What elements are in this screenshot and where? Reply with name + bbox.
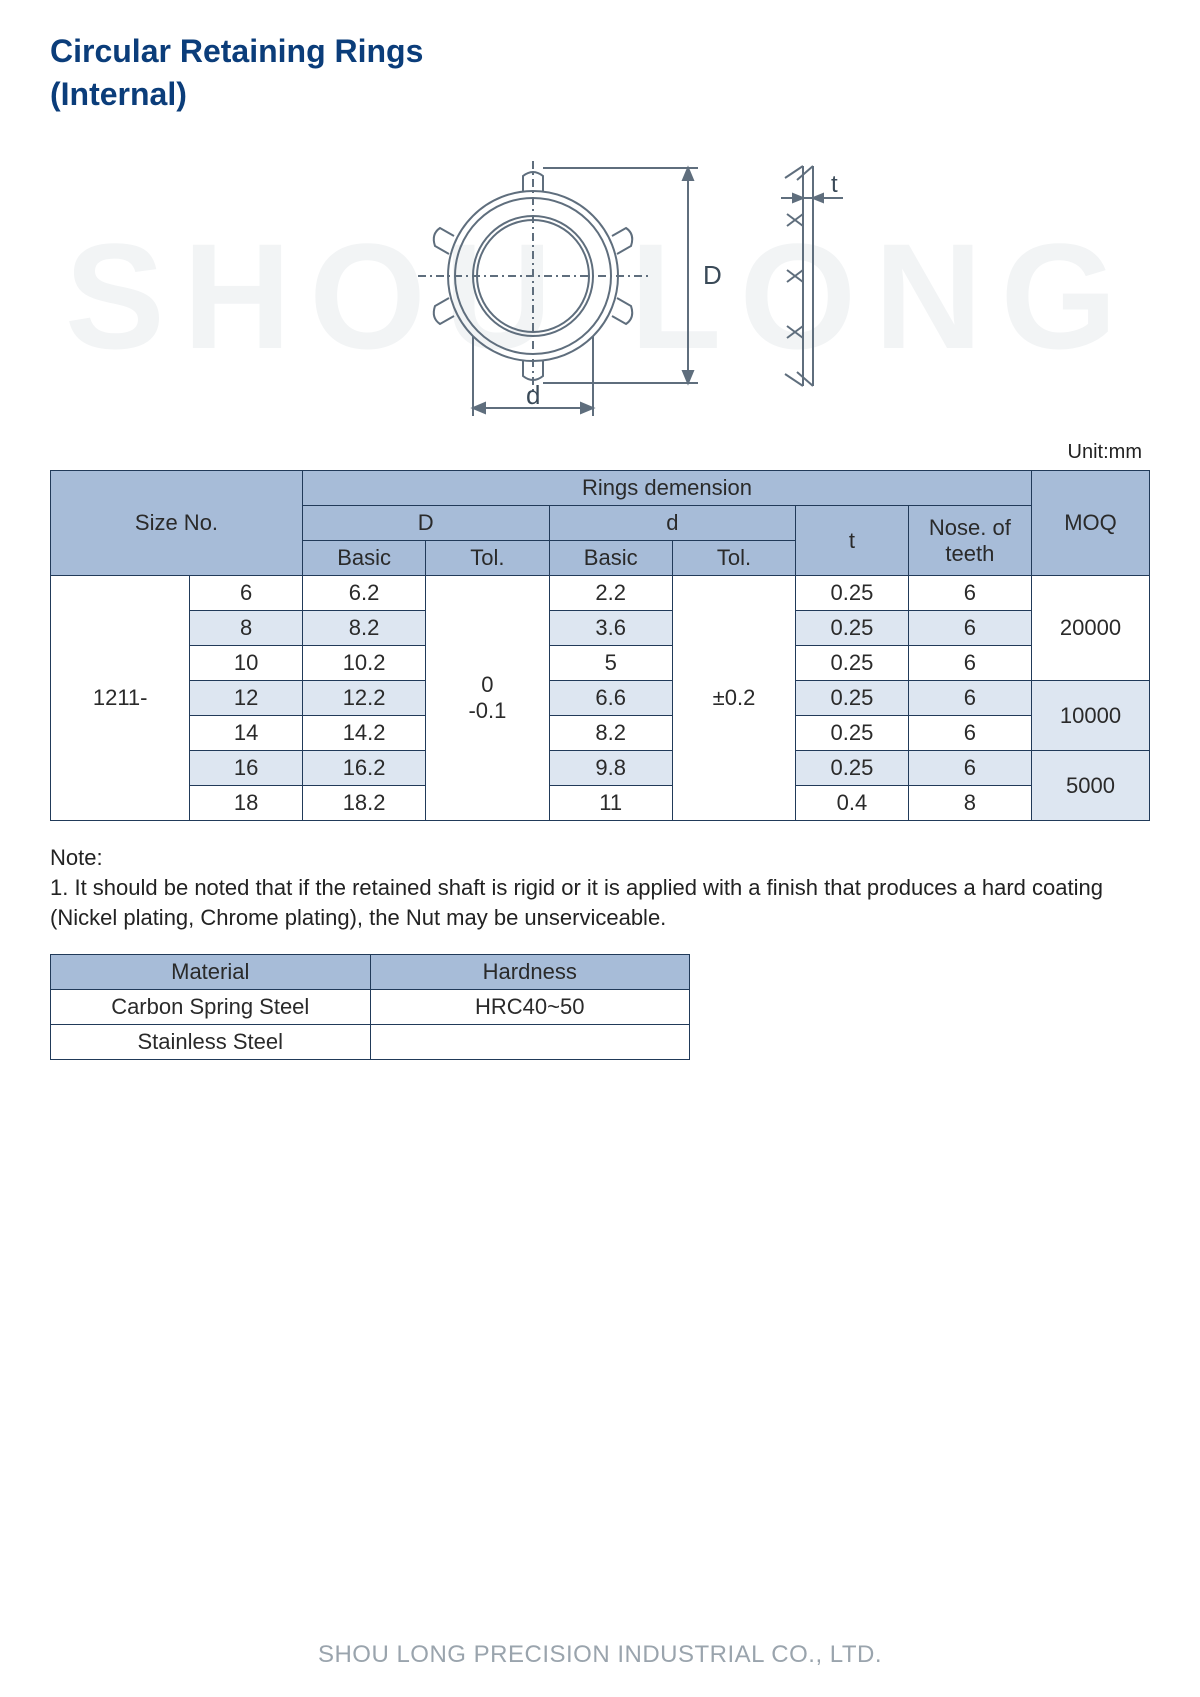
cell: 5 xyxy=(549,646,672,681)
cell: Carbon Spring Steel xyxy=(51,990,371,1025)
cell: 0.4 xyxy=(796,786,909,821)
table-row: 10 10.2 5 0.25 6 xyxy=(51,646,1150,681)
cell-moq-2: 10000 xyxy=(1032,681,1150,751)
cell: 10.2 xyxy=(302,646,425,681)
table-row: 12 12.2 6.6 0.25 6 10000 xyxy=(51,681,1150,716)
dim-label-D: D xyxy=(703,260,722,290)
cell: 11 xyxy=(549,786,672,821)
th-D: D xyxy=(302,506,549,541)
cell: 6 xyxy=(908,716,1031,751)
cell: 6 xyxy=(908,576,1031,611)
cell: 6 xyxy=(908,751,1031,786)
cell: 0.25 xyxy=(796,611,909,646)
cell: 2.2 xyxy=(549,576,672,611)
cell: 18 xyxy=(190,786,303,821)
unit-label: Unit:mm xyxy=(50,441,1142,464)
spec-table: Size No. Rings demension MOQ D d t Nose.… xyxy=(50,470,1150,821)
th-d-basic: Basic xyxy=(549,541,672,576)
cell: 0.25 xyxy=(796,751,909,786)
cell: 14.2 xyxy=(302,716,425,751)
footer-text: SHOU LONG PRECISION INDUSTRIAL CO., LTD. xyxy=(0,1641,1200,1669)
cell: 8 xyxy=(190,611,303,646)
cell: 16 xyxy=(190,751,303,786)
cell-d-tol: ±0.2 xyxy=(672,576,795,821)
dim-label-t: t xyxy=(831,171,838,198)
series-cell: 1211- xyxy=(51,576,190,821)
th-t: t xyxy=(796,506,909,576)
th-moq: MOQ xyxy=(1032,471,1150,576)
note-title: Note: xyxy=(50,845,103,870)
th-d: d xyxy=(549,506,796,541)
th-size-no: Size No. xyxy=(51,471,303,576)
cell: 3.6 xyxy=(549,611,672,646)
table-row: 8 8.2 3.6 0.25 6 xyxy=(51,611,1150,646)
th-D-basic: Basic xyxy=(302,541,425,576)
cell: 14 xyxy=(190,716,303,751)
cell: 8.2 xyxy=(302,611,425,646)
table-row: 14 14.2 8.2 0.25 6 xyxy=(51,716,1150,751)
cell: 9.8 xyxy=(549,751,672,786)
cell: 16.2 xyxy=(302,751,425,786)
technical-diagram: D d xyxy=(115,136,1150,431)
cell: 6.6 xyxy=(549,681,672,716)
cell: 8 xyxy=(908,786,1031,821)
cell: 0.25 xyxy=(796,681,909,716)
cell-D-tol: 0-0.1 xyxy=(426,576,549,821)
note-body: 1. It should be noted that if the retain… xyxy=(50,875,1103,930)
cell-moq-1: 20000 xyxy=(1032,576,1150,681)
th-D-tol: Tol. xyxy=(426,541,549,576)
th-nose: Nose. of teeth xyxy=(908,506,1031,576)
cell: 0.25 xyxy=(796,716,909,751)
cell: 6 xyxy=(908,611,1031,646)
cell: 6 xyxy=(908,646,1031,681)
cell: 18.2 xyxy=(302,786,425,821)
table-row: 18 18.2 11 0.4 8 xyxy=(51,786,1150,821)
cell: 6 xyxy=(908,681,1031,716)
cell: 12.2 xyxy=(302,681,425,716)
th-hardness: Hardness xyxy=(370,955,690,990)
table-row: Carbon Spring Steel HRC40~50 xyxy=(51,990,690,1025)
th-d-tol: Tol. xyxy=(672,541,795,576)
cell: 6.2 xyxy=(302,576,425,611)
table-row: Stainless Steel xyxy=(51,1025,690,1060)
title-line-1: Circular Retaining Rings xyxy=(50,33,423,69)
note-block: Note: 1. It should be noted that if the … xyxy=(50,843,1150,932)
table-row: 16 16.2 9.8 0.25 6 5000 xyxy=(51,751,1150,786)
cell: Stainless Steel xyxy=(51,1025,371,1060)
cell-moq-3: 5000 xyxy=(1032,751,1150,821)
cell: 6 xyxy=(190,576,303,611)
cell: 8.2 xyxy=(549,716,672,751)
cell: 0.25 xyxy=(796,576,909,611)
cell: 10 xyxy=(190,646,303,681)
cell: 12 xyxy=(190,681,303,716)
material-table: Material Hardness Carbon Spring Steel HR… xyxy=(50,954,690,1060)
cell: HRC40~50 xyxy=(370,990,690,1025)
dim-label-d: d xyxy=(526,380,540,410)
cell xyxy=(370,1025,690,1060)
cell: 0.25 xyxy=(796,646,909,681)
title-line-2: (Internal) xyxy=(50,76,187,112)
table-row: 1211- 6 6.2 0-0.1 2.2 ±0.2 0.25 6 20000 xyxy=(51,576,1150,611)
th-rings-dimension: Rings demension xyxy=(302,471,1031,506)
th-material: Material xyxy=(51,955,371,990)
page-title: Circular Retaining Rings (Internal) xyxy=(50,30,1150,116)
